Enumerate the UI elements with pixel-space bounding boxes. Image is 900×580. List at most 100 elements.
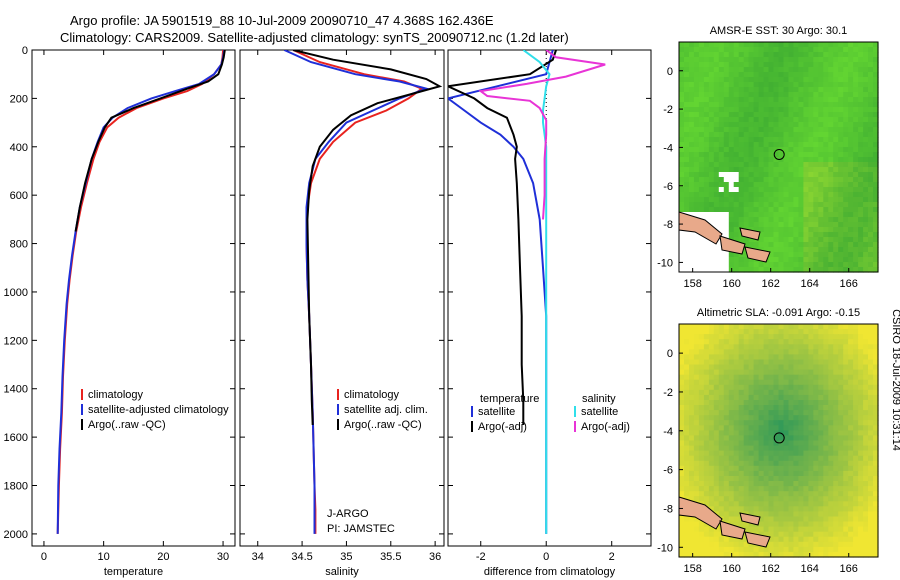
map-cell bbox=[748, 491, 755, 497]
map-cell bbox=[848, 364, 854, 371]
map-cell bbox=[813, 127, 819, 133]
map-cell bbox=[863, 162, 869, 168]
map-cell bbox=[803, 192, 809, 198]
map-cell bbox=[863, 405, 869, 411]
map-cell bbox=[718, 137, 725, 143]
map-cell bbox=[763, 491, 770, 497]
map-cell bbox=[788, 252, 795, 258]
map-cell bbox=[863, 445, 869, 452]
map-cell bbox=[783, 177, 790, 183]
map-cell bbox=[689, 87, 695, 93]
map-cell bbox=[788, 511, 795, 518]
map-cell bbox=[828, 142, 834, 148]
map-cell bbox=[798, 57, 804, 63]
map-cell bbox=[763, 62, 770, 68]
map-cell bbox=[783, 455, 790, 462]
map-cell bbox=[838, 207, 844, 213]
map-cell bbox=[684, 92, 690, 98]
map-cell bbox=[684, 162, 690, 168]
map-cell bbox=[773, 546, 780, 553]
map-cell bbox=[748, 410, 755, 416]
map-cell bbox=[803, 476, 809, 482]
map-cell bbox=[698, 137, 705, 143]
map-cell bbox=[758, 470, 765, 477]
map-cell bbox=[753, 511, 760, 518]
map-cell bbox=[703, 47, 710, 53]
map-cell bbox=[753, 374, 760, 381]
legend-label: climatology bbox=[88, 389, 144, 401]
map-cell bbox=[703, 369, 710, 376]
map-cell bbox=[838, 546, 844, 553]
map-cell bbox=[743, 384, 750, 391]
map-cell bbox=[684, 531, 690, 538]
map-cell bbox=[703, 481, 710, 487]
map-cell bbox=[803, 460, 809, 467]
map-cell bbox=[753, 394, 760, 401]
map-cell bbox=[689, 536, 695, 543]
map-cell bbox=[738, 410, 745, 416]
map-cell bbox=[788, 546, 795, 553]
map-cell bbox=[778, 217, 785, 223]
map-cell bbox=[843, 42, 849, 48]
map-cell bbox=[793, 394, 799, 401]
map-cell bbox=[713, 157, 720, 163]
map-cell bbox=[793, 364, 799, 371]
map-cell bbox=[738, 67, 745, 73]
map-cell bbox=[873, 202, 879, 208]
map-cell bbox=[689, 77, 695, 83]
map-cell bbox=[848, 400, 854, 406]
map-cell bbox=[873, 496, 879, 502]
map-cell bbox=[868, 132, 874, 138]
map-cell bbox=[793, 420, 799, 426]
map-cell bbox=[698, 445, 705, 452]
series-line-3 bbox=[292, 50, 443, 426]
map-cell bbox=[698, 82, 705, 88]
map-cell bbox=[679, 379, 685, 386]
map-cell bbox=[818, 526, 824, 533]
map-cell bbox=[823, 117, 829, 123]
map-cell bbox=[803, 349, 809, 355]
map-cell bbox=[748, 172, 755, 178]
map-cell bbox=[763, 455, 770, 462]
map-cell bbox=[863, 374, 869, 381]
map-cell bbox=[858, 162, 864, 168]
map-cell bbox=[838, 445, 844, 452]
map-cell bbox=[718, 107, 725, 113]
map-cell bbox=[728, 496, 735, 502]
map-cell bbox=[679, 415, 685, 421]
map-cell bbox=[858, 127, 864, 133]
map-cell bbox=[848, 142, 854, 148]
map-cell bbox=[813, 460, 819, 467]
map-cell bbox=[758, 147, 765, 153]
map-cell bbox=[689, 172, 695, 178]
map-cell bbox=[703, 415, 710, 421]
map-cell bbox=[758, 450, 765, 457]
map-cell bbox=[728, 476, 735, 482]
map-cell bbox=[793, 192, 799, 198]
map-cell bbox=[813, 465, 819, 472]
map-cell bbox=[863, 47, 869, 53]
map-cell bbox=[818, 197, 824, 203]
map-cell bbox=[763, 476, 770, 482]
map-cell bbox=[868, 486, 874, 492]
map-cell bbox=[828, 167, 834, 173]
map-cell bbox=[858, 450, 864, 457]
map-cell bbox=[778, 344, 785, 350]
map-cell bbox=[718, 476, 725, 482]
y-tick-label: 1600 bbox=[4, 432, 28, 444]
map-cell bbox=[818, 450, 824, 457]
map-cell bbox=[868, 349, 874, 355]
map-cell bbox=[773, 197, 780, 203]
map-cell bbox=[858, 232, 864, 238]
map-cell bbox=[788, 197, 795, 203]
map-cell bbox=[873, 440, 879, 447]
map-cell bbox=[713, 117, 720, 123]
map-cell bbox=[718, 420, 725, 426]
map-cell bbox=[738, 217, 745, 223]
map-cell bbox=[823, 496, 829, 502]
map-cell bbox=[783, 400, 790, 406]
map-cell bbox=[748, 354, 755, 361]
map-cell bbox=[828, 374, 834, 381]
map-cell bbox=[828, 324, 834, 330]
map-cell bbox=[684, 47, 690, 53]
